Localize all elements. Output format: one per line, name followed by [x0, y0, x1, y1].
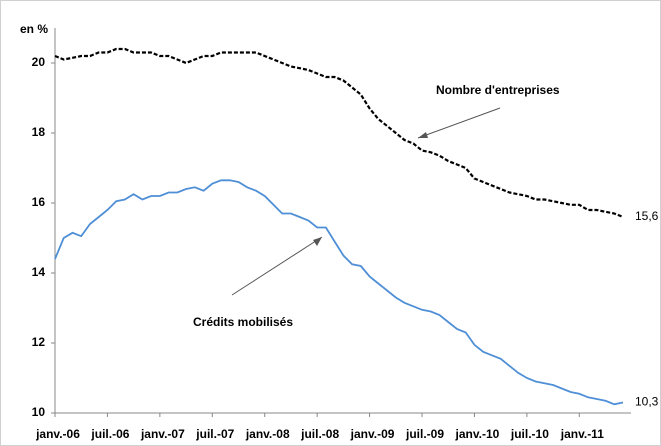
x-tick-label: janv.-06: [35, 427, 80, 441]
x-tick-label: juil.-09: [405, 427, 444, 441]
x-tick-label: juil.-06: [90, 427, 129, 441]
x-tick-label: juil.-07: [195, 427, 234, 441]
x-tick-label: janv.-11: [560, 427, 604, 441]
series-line: [54, 47, 624, 219]
y-tick-label: 18: [32, 125, 46, 139]
y-tick-label: 16: [32, 195, 46, 209]
annotation-arrow: [417, 107, 501, 139]
y-tick-label: 20: [32, 55, 46, 69]
y-axis-label: en %: [20, 22, 48, 36]
x-tick-label: janv.-09: [350, 427, 395, 441]
value-label: 10,3: [635, 395, 659, 409]
arrow-head: [313, 237, 322, 246]
x-tick-label: janv.-07: [140, 427, 185, 441]
annotation-arrow: [231, 236, 323, 296]
x-tick-label: janv.-08: [245, 427, 290, 441]
y-tick-label: 12: [32, 335, 46, 349]
value-label: 15,6: [635, 209, 659, 223]
x-tick-label: janv.-10: [455, 427, 500, 441]
x-tick-label: juil.-08: [300, 427, 339, 441]
series-line: [54, 179, 624, 406]
y-tick-label: 14: [32, 265, 46, 279]
arrow-head: [418, 132, 428, 138]
series-annotation: Crédits mobilisés: [193, 315, 293, 329]
series-annotation: Nombre d'entreprises: [436, 83, 560, 97]
y-tick-label: 10: [32, 405, 46, 419]
x-tick-label: juil.-10: [510, 427, 549, 441]
